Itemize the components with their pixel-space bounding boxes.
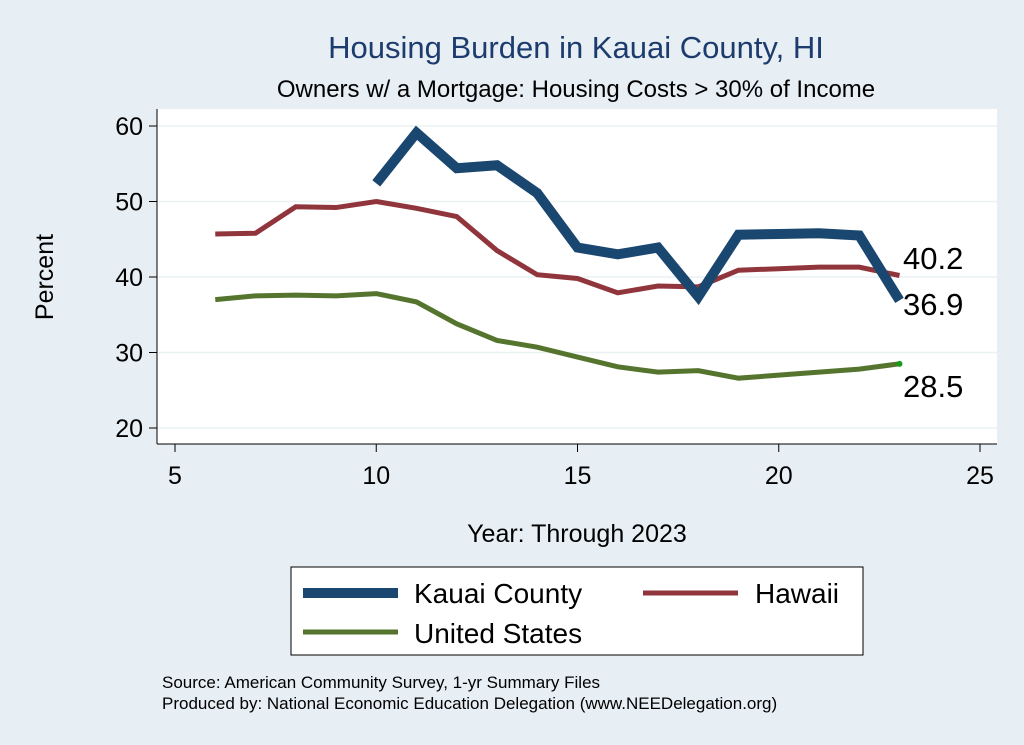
end-labels: 36.9 40.2 28.5 [903,241,963,404]
series-lines [215,125,904,381]
y-axis-ticks: 20 30 40 50 60 [115,113,157,443]
source-line-1: Source: American Community Survey, 1-yr … [162,673,600,692]
legend-label-kauai-county: Kauai County [414,578,582,609]
chart-title: Housing Burden in Kauai County, HI [328,30,824,65]
y-axis-title: Percent [31,234,59,320]
y-tick-label: 20 [115,415,143,443]
y-tick-label: 60 [115,113,143,141]
series-line-kauai-county [372,125,904,306]
x-axis-title: Year: Through 2023 [467,520,687,548]
x-tick-label: 20 [765,462,793,490]
legend-box [290,566,864,656]
x-tick-label: 15 [564,462,592,490]
y-tick-label: 40 [115,264,143,292]
end-label-hawaii: 40.2 [903,241,963,276]
legend: Kauai County Hawaii United States [303,578,839,649]
source-line-2: Produced by: National Economic Education… [162,694,777,713]
x-axis-ticks: 5 10 15 20 25 [168,444,994,490]
x-tick-label: 10 [362,462,390,490]
x-tick-label: 5 [168,462,182,490]
series-line-united-states [215,291,900,381]
chart-subtitle: Owners w/ a Mortgage: Housing Costs > 30… [277,76,875,103]
end-label-kauai-county: 36.9 [903,287,963,322]
y-tick-label: 50 [115,189,143,217]
series-line-hawaii [215,198,901,296]
legend-label-united-states: United States [414,618,582,649]
end-label-united-states: 28.5 [903,369,963,404]
end-point-united-states [896,360,903,367]
legend-label-hawaii: Hawaii [755,578,839,609]
x-tick-label: 25 [966,462,994,490]
y-tick-label: 30 [115,340,143,368]
